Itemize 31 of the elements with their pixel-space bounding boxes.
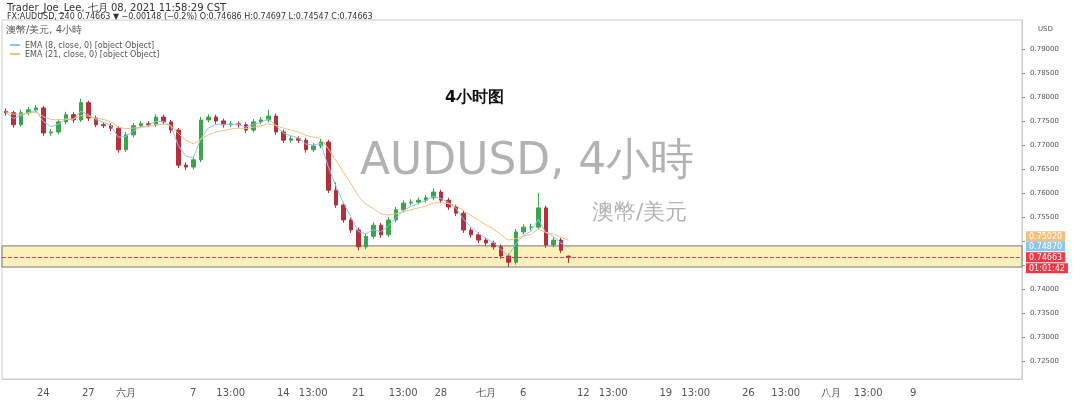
- x-tick-label: 13:00: [216, 386, 246, 398]
- annotation: AUDUSD, 4小時: [360, 132, 695, 184]
- ref-line-label: 0.74663: [1029, 252, 1063, 262]
- x-tick-label: 19: [659, 386, 673, 398]
- x-tick-label: 21: [351, 386, 365, 398]
- x-tick-label: 24: [36, 386, 50, 398]
- x-tick-label: 13:00: [598, 386, 628, 398]
- legend-title: 澳幣/美元, 4小時: [6, 23, 83, 35]
- x-tick-label: 26: [741, 386, 755, 398]
- x-tick-label: 八月: [820, 386, 841, 398]
- legend-label: EMA (8, close, 0) [object Object]: [25, 40, 155, 50]
- x-tick-label: 7: [190, 386, 197, 398]
- x-tick-label: 13:00: [853, 386, 883, 398]
- x-tick-label: 六月: [115, 386, 136, 398]
- x-tick-label: 27: [81, 386, 95, 398]
- x-tick-label: 13:00: [388, 386, 418, 398]
- x-tick-label: 28: [434, 386, 448, 398]
- x-tick-label: 13:00: [298, 386, 328, 398]
- x-tick-label: 14: [276, 386, 290, 398]
- x-tick-label: 6: [520, 386, 527, 398]
- text: 0.75020: [1029, 231, 1063, 241]
- x-tick-label: 12: [576, 386, 590, 398]
- annotation: 澳幣/美元: [592, 198, 688, 224]
- annotation: 4小时图: [445, 86, 505, 106]
- x-tick-label: 13:00: [681, 386, 711, 398]
- text: 01:01:42: [1029, 263, 1065, 273]
- x-tick-label: 七月: [475, 386, 496, 398]
- legend-label: EMA (21, close, 0) [object Object]: [25, 49, 160, 59]
- text: 0.74870: [1029, 241, 1063, 251]
- x-tick-label: 9: [910, 386, 917, 398]
- x-tick-label: 13:00: [771, 386, 801, 398]
